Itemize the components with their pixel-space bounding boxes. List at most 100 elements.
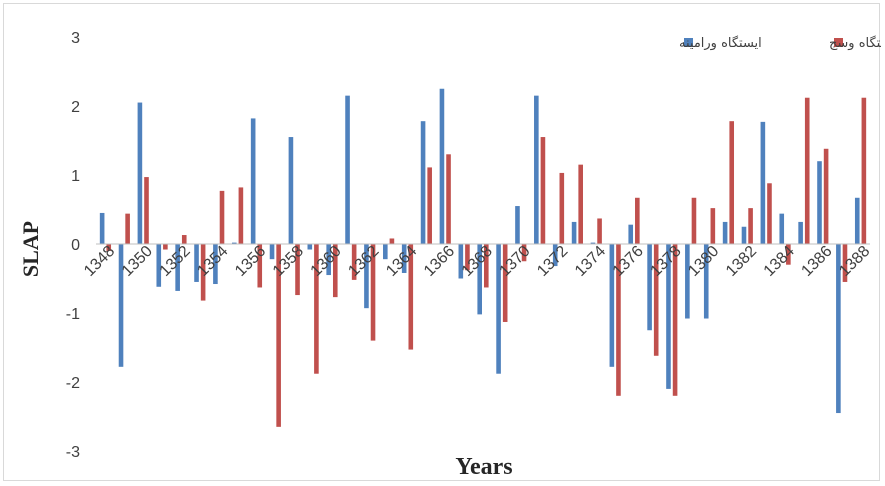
x-tick-label: 1348 bbox=[81, 243, 118, 280]
bar-chart: 3 2 1 0 -1 -2 -3 1348 1350 1352 1354 1356 1358 1360 1… bbox=[18, 30, 881, 480]
bar-series-1-1348 bbox=[99, 212, 105, 244]
bar-series-1-1362 bbox=[364, 244, 369, 309]
bar-series-1-1371 bbox=[534, 95, 539, 245]
x-axis-title: Years bbox=[455, 454, 512, 480]
bar-series-2-1366 bbox=[446, 154, 451, 244]
bar-series-2-1382 bbox=[748, 208, 753, 244]
bar-series-2-1371 bbox=[540, 137, 546, 244]
bar-series-1-1370 bbox=[515, 206, 520, 244]
bar-series-1-1379 bbox=[685, 244, 690, 319]
bar-series-2-1370 bbox=[521, 244, 527, 262]
bar-series-2-1365 bbox=[427, 167, 432, 244]
bar-series-1-1355 bbox=[231, 242, 237, 244]
x-tick-label: 1354 bbox=[194, 243, 231, 280]
x-tick-label: 1378 bbox=[647, 243, 684, 280]
bar-series-2-1369 bbox=[502, 244, 508, 322]
bar-series-1-1374 bbox=[590, 242, 596, 244]
legend-swatch bbox=[834, 38, 843, 47]
bar-series-2-1381 bbox=[729, 121, 735, 244]
bar-series-2-1354 bbox=[219, 190, 225, 244]
bar-series-1-1385 bbox=[798, 221, 803, 244]
x-tick-label: 1382 bbox=[723, 243, 760, 280]
bar-series-1-1364 bbox=[401, 244, 407, 273]
bar-series-2-1383 bbox=[767, 183, 772, 244]
bar-series-2-1350 bbox=[144, 177, 149, 244]
bar-series-2-1355 bbox=[238, 187, 244, 244]
bar-series-1-1359 bbox=[307, 244, 313, 250]
x-tick-label: 1386 bbox=[798, 243, 835, 280]
bar-series-2-1357 bbox=[276, 244, 281, 427]
y-axis-title: SLAP bbox=[18, 221, 43, 277]
bar-series-2-1359 bbox=[314, 244, 319, 374]
bar-series-2-1377 bbox=[653, 244, 659, 356]
chart-frame: 3 2 1 0 -1 -2 -3 1348 1350 1352 1354 1356 1358 1360 1… bbox=[3, 3, 881, 481]
bar-series-2-1356 bbox=[257, 244, 263, 288]
legend-label: ایستگاه ورامینه bbox=[679, 35, 762, 51]
x-tick-label: 1362 bbox=[345, 243, 382, 280]
bar-series-1-1368 bbox=[477, 244, 482, 315]
y-tick-label: 2 bbox=[71, 99, 80, 116]
bar-series-1-1369 bbox=[496, 244, 501, 374]
y-tick-label: 3 bbox=[71, 30, 80, 47]
bar-series-1-1377 bbox=[647, 244, 652, 331]
bar-series-1-1381 bbox=[722, 221, 728, 244]
legend: ایستگاه وسج ایستگاه ورامینه bbox=[679, 35, 881, 51]
bar-series-2-1349 bbox=[125, 213, 130, 244]
bar-series-2-1360 bbox=[332, 244, 338, 298]
y-tick-label: -2 bbox=[66, 375, 80, 392]
x-tick-label: 1366 bbox=[421, 243, 458, 280]
bar-series-2-1364 bbox=[408, 244, 414, 350]
x-tick-label: 1364 bbox=[383, 243, 420, 280]
bar-series-1-1365 bbox=[420, 121, 426, 244]
bar-series-1-1383 bbox=[760, 121, 766, 244]
x-tick-label: 1370 bbox=[496, 243, 533, 280]
x-tick-label: 1368 bbox=[459, 243, 496, 280]
bar-series-1-1358 bbox=[288, 137, 294, 244]
bar-series-2-1358 bbox=[295, 244, 300, 296]
legend-label: ایستگاه وسج bbox=[829, 35, 881, 51]
bar-series-1-1382 bbox=[741, 226, 747, 244]
bar-series-2-1387 bbox=[842, 244, 848, 282]
y-axis-ticks: 3 2 1 0 -1 -2 -3 bbox=[66, 30, 80, 461]
y-tick-label: -3 bbox=[66, 444, 80, 461]
bar-series-1-1388 bbox=[854, 197, 860, 244]
x-tick-label: 1388 bbox=[836, 243, 873, 280]
bar-series-2-1385 bbox=[804, 97, 810, 244]
bar-series-1-1375 bbox=[609, 244, 615, 367]
bar-series-2-1380 bbox=[710, 208, 716, 244]
x-tick-label: 1384 bbox=[761, 243, 798, 280]
bar-series-2-1348 bbox=[106, 244, 112, 251]
bar-series-1-1351 bbox=[156, 244, 162, 287]
bar-series-2-1386 bbox=[823, 148, 829, 244]
bar-series-2-1384 bbox=[786, 244, 791, 265]
bar-series-1-1387 bbox=[836, 244, 841, 414]
bar-series-1-1373 bbox=[571, 221, 577, 244]
bar-series bbox=[99, 88, 867, 427]
x-axis-ticks: 1348 1350 1352 1354 1356 1358 1360 1362 1364 1366… bbox=[81, 243, 873, 280]
bar-series-1-1366 bbox=[439, 88, 445, 244]
bar-series-1-1353 bbox=[194, 244, 199, 282]
y-tick-label: 1 bbox=[71, 168, 80, 185]
bar-series-1-1380 bbox=[703, 244, 709, 319]
x-tick-label: 1380 bbox=[685, 243, 722, 280]
legend-swatch bbox=[684, 38, 693, 47]
bar-series-2-1351 bbox=[163, 244, 168, 250]
bar-series-2-1373 bbox=[578, 164, 583, 244]
bar-series-1-1378 bbox=[666, 244, 671, 389]
x-tick-label: 1358 bbox=[270, 243, 307, 280]
y-tick-label: 0 bbox=[71, 237, 80, 254]
bar-series-1-1384 bbox=[779, 213, 785, 244]
bar-series-2-1379 bbox=[691, 197, 697, 244]
x-tick-label: 1376 bbox=[610, 243, 647, 280]
bar-series-1-1367 bbox=[458, 244, 464, 279]
bar-series-2-1374 bbox=[597, 218, 602, 244]
x-tick-label: 1352 bbox=[157, 243, 194, 280]
bar-series-2-1368 bbox=[484, 244, 489, 288]
bar-series-2-1376 bbox=[635, 197, 640, 244]
bar-series-2-1367 bbox=[465, 244, 470, 271]
bar-series-1-1363 bbox=[383, 244, 388, 260]
bar-series-1-1376 bbox=[628, 224, 634, 244]
bar-series-1-1360 bbox=[326, 244, 331, 276]
y-tick-label: -1 bbox=[66, 306, 80, 323]
bar-series-1-1372 bbox=[552, 244, 558, 267]
